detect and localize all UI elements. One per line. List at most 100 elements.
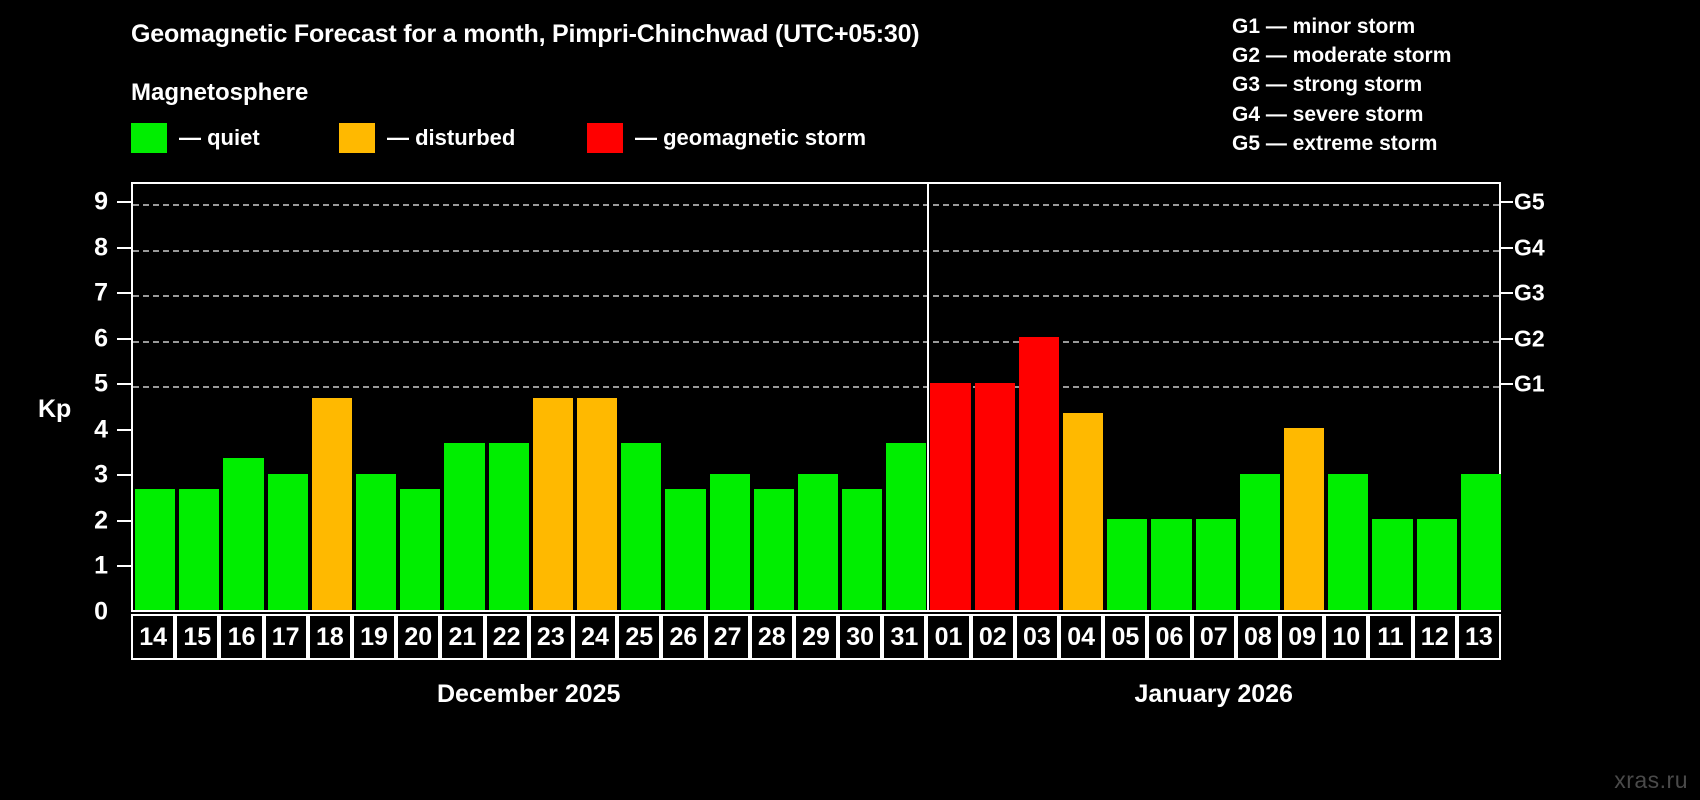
day-label-28[interactable]: 28	[749, 614, 794, 660]
day-label-16[interactable]: 16	[219, 614, 264, 660]
day-label-31[interactable]: 31	[882, 614, 927, 660]
y-tick-label-0: 0	[94, 597, 108, 626]
bar-day-13[interactable]	[1460, 473, 1501, 610]
gridline-kp-6	[133, 340, 1499, 343]
bar-day-05[interactable]	[1107, 519, 1148, 610]
day-label-11[interactable]: 11	[1368, 614, 1413, 660]
y-tick-label-8: 8	[94, 233, 108, 262]
chart-plot-area	[131, 182, 1501, 612]
day-label-05[interactable]: 05	[1103, 614, 1148, 660]
legend-item-quiet: — quiet	[131, 123, 260, 153]
month-divider	[927, 184, 930, 610]
day-label-25[interactable]: 25	[617, 614, 662, 660]
day-label-13[interactable]: 13	[1456, 614, 1501, 660]
legend-item-storm: — geomagnetic storm	[587, 123, 866, 153]
day-label-14[interactable]: 14	[131, 614, 176, 660]
day-label-18[interactable]: 18	[307, 614, 352, 660]
day-label-row: 14 15 16 17 18 19 20 21 22 23 24 25 26 27 28 29 30 31 01 02…	[131, 614, 1501, 660]
bar-day-01[interactable]	[930, 382, 971, 610]
g-tick-mark-G5	[1501, 201, 1513, 204]
legend-swatch-quiet	[131, 123, 167, 153]
bar-day-12[interactable]	[1416, 519, 1457, 610]
day-label-21[interactable]: 21	[440, 614, 485, 660]
y-tick-mark-6	[117, 337, 131, 340]
bar-day-03[interactable]	[1018, 336, 1060, 610]
y-tick-label-3: 3	[94, 460, 108, 489]
day-label-22[interactable]: 22	[484, 614, 529, 660]
day-label-30[interactable]: 30	[838, 614, 883, 660]
g-tick-label-G5: G5	[1514, 188, 1545, 215]
legend-swatch-disturbed	[339, 123, 375, 153]
g-tick-mark-G4	[1501, 246, 1513, 249]
y-tick-label-4: 4	[94, 415, 108, 444]
bar-day-23[interactable]	[532, 397, 573, 610]
legend-label-disturbed: — disturbed	[387, 125, 516, 150]
day-label-03[interactable]: 03	[1014, 614, 1060, 660]
day-label-26[interactable]: 26	[661, 614, 706, 660]
bar-day-29[interactable]	[797, 473, 839, 610]
bar-day-21[interactable]	[444, 443, 485, 610]
y-tick-mark-8	[117, 246, 131, 249]
bar-day-08[interactable]	[1239, 473, 1281, 610]
day-label-06[interactable]: 06	[1147, 614, 1192, 660]
day-label-20[interactable]: 20	[396, 614, 441, 660]
day-label-17[interactable]: 17	[263, 614, 308, 660]
bar-day-25[interactable]	[621, 443, 662, 610]
bar-day-17[interactable]	[267, 473, 308, 610]
legend-label-quiet: — quiet	[179, 125, 260, 150]
day-label-07[interactable]: 07	[1191, 614, 1236, 660]
day-label-09[interactable]: 09	[1280, 614, 1325, 660]
day-label-02[interactable]: 02	[970, 614, 1015, 660]
month-caption-1: December 2025	[437, 680, 621, 708]
bar-day-09[interactable]	[1284, 428, 1325, 610]
bar-day-20[interactable]	[400, 488, 441, 610]
bar-day-07[interactable]	[1195, 519, 1236, 610]
bar-day-27[interactable]	[709, 473, 750, 610]
bar-day-19[interactable]	[355, 473, 397, 610]
g-tick-mark-G1	[1501, 383, 1513, 386]
day-label-27[interactable]: 27	[705, 614, 750, 660]
y-tick-label-1: 1	[94, 551, 108, 580]
y-tick-mark-3	[117, 474, 131, 477]
bar-day-28[interactable]	[753, 488, 794, 610]
bar-day-15[interactable]	[179, 488, 220, 610]
day-label-04[interactable]: 04	[1059, 614, 1104, 660]
gridline-kp-7	[133, 295, 1499, 298]
y-tick-mark-7	[117, 292, 131, 295]
y-tick-label-5: 5	[94, 369, 108, 398]
day-label-10[interactable]: 10	[1324, 614, 1369, 660]
day-label-19[interactable]: 19	[351, 614, 397, 660]
bar-day-24[interactable]	[576, 397, 618, 610]
page-title: Geomagnetic Forecast for a month, Pimpri…	[131, 20, 920, 48]
day-label-24[interactable]: 24	[572, 614, 618, 660]
gridline-kp-8	[133, 249, 1499, 252]
day-label-12[interactable]: 12	[1412, 614, 1457, 660]
y-tick-label-6: 6	[94, 324, 108, 353]
gridline-kp-9	[133, 204, 1499, 207]
day-label-08[interactable]: 08	[1235, 614, 1281, 660]
gscale-legend: G1 — minor storm G2 — moderate storm G3 — …	[1232, 12, 1451, 158]
bar-day-26[interactable]	[665, 488, 706, 610]
bar-day-02[interactable]	[974, 382, 1015, 610]
bar-day-06[interactable]	[1151, 519, 1192, 610]
bar-day-18[interactable]	[311, 397, 352, 610]
bar-day-31[interactable]	[886, 443, 927, 610]
bar-day-04[interactable]	[1063, 412, 1104, 610]
day-label-29[interactable]: 29	[793, 614, 839, 660]
bar-day-10[interactable]	[1328, 473, 1369, 610]
bar-day-22[interactable]	[488, 443, 529, 610]
gscale-legend-line-1: G1 — minor storm	[1232, 15, 1416, 38]
watermark: xras.ru	[1614, 767, 1688, 793]
y-tick-mark-2	[117, 519, 131, 522]
day-label-23[interactable]: 23	[528, 614, 573, 660]
bar-day-14[interactable]	[135, 488, 176, 610]
gridline-kp-5	[133, 386, 1499, 389]
bar-day-11[interactable]	[1372, 519, 1413, 610]
legend-swatch-storm	[587, 123, 623, 153]
day-label-01[interactable]: 01	[926, 614, 971, 660]
bar-day-30[interactable]	[842, 488, 883, 610]
day-label-15[interactable]: 15	[175, 614, 220, 660]
y-tick-mark-1	[117, 565, 131, 568]
bar-day-16[interactable]	[223, 458, 264, 610]
legend-item-disturbed: — disturbed	[339, 123, 515, 153]
